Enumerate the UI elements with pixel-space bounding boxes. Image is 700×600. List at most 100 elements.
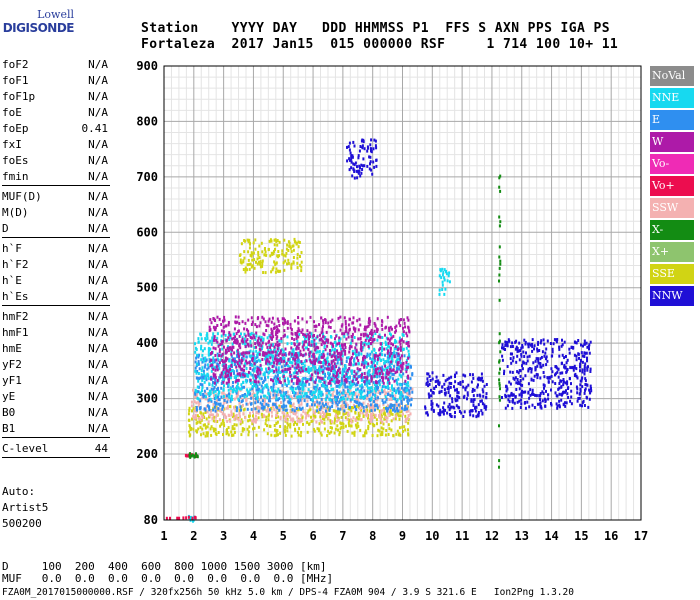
data-point <box>305 369 308 373</box>
param-name: MUF(D) <box>2 190 42 203</box>
data-point <box>244 270 247 274</box>
data-point <box>327 338 330 342</box>
x-tick-label: 6 <box>309 529 316 543</box>
data-point <box>283 416 286 420</box>
data-point <box>281 353 284 357</box>
data-point <box>335 375 337 379</box>
data-point <box>424 406 427 410</box>
data-point <box>277 319 280 323</box>
data-point <box>397 357 400 361</box>
data-point <box>366 377 369 381</box>
data-point <box>503 369 506 373</box>
data-point <box>501 358 504 362</box>
data-point <box>248 241 251 245</box>
data-point <box>243 250 246 254</box>
data-point <box>194 416 197 420</box>
data-point <box>554 391 557 395</box>
data-point <box>314 324 317 328</box>
data-point <box>369 373 372 377</box>
data-point <box>216 413 219 417</box>
data-point <box>559 371 562 375</box>
data-point <box>273 349 276 352</box>
data-point <box>255 380 258 384</box>
data-point <box>297 393 299 397</box>
data-point <box>511 341 514 345</box>
data-point <box>218 354 221 357</box>
data-point <box>298 333 301 337</box>
data-point <box>470 399 473 403</box>
data-point <box>362 405 365 409</box>
data-point <box>306 394 309 398</box>
data-point <box>204 411 207 414</box>
data-point <box>220 395 223 399</box>
data-point <box>265 409 268 413</box>
data-point <box>299 434 302 438</box>
data-point <box>391 372 394 376</box>
data-point <box>382 403 385 407</box>
data-point <box>251 373 254 377</box>
data-point <box>225 381 228 385</box>
data-point <box>234 315 237 319</box>
data-point <box>498 383 501 387</box>
data-point <box>203 347 206 351</box>
data-point <box>531 342 533 346</box>
data-point <box>504 340 507 344</box>
data-point <box>239 415 241 419</box>
data-point <box>204 357 207 361</box>
data-point <box>194 388 197 392</box>
data-point <box>449 414 452 418</box>
data-point <box>247 370 250 374</box>
data-point <box>268 371 271 375</box>
data-point <box>387 423 390 427</box>
data-point <box>256 353 259 357</box>
data-point <box>216 362 219 366</box>
param-name: D <box>2 222 9 235</box>
data-point <box>247 250 250 254</box>
data-point <box>405 383 408 387</box>
data-point <box>262 403 265 407</box>
data-point <box>302 422 304 426</box>
data-point <box>360 363 363 367</box>
data-point <box>368 409 371 413</box>
data-point <box>586 345 589 349</box>
data-point <box>575 341 578 345</box>
data-point <box>252 241 255 245</box>
data-point <box>282 253 285 257</box>
data-point <box>236 372 239 376</box>
data-point <box>197 390 200 394</box>
data-point <box>238 387 241 391</box>
data-point <box>309 360 312 364</box>
footer-muf-row: MUF 0.0 0.0 0.0 0.0 0.0 0.0 0.0 0.0 [MHz… <box>2 572 334 585</box>
data-point <box>443 388 446 392</box>
data-point <box>278 390 281 394</box>
data-point <box>195 406 198 409</box>
data-point <box>233 340 236 344</box>
data-point <box>209 392 212 396</box>
data-point <box>268 362 271 366</box>
data-point <box>294 387 297 391</box>
data-point <box>551 370 554 374</box>
data-point <box>323 346 326 349</box>
data-point <box>542 392 545 395</box>
data-point <box>515 381 518 385</box>
data-point <box>425 411 428 415</box>
data-point <box>238 372 241 376</box>
data-point <box>302 362 305 365</box>
param-row: foE N/A <box>2 106 108 120</box>
data-point <box>311 373 313 377</box>
data-point <box>276 239 279 242</box>
data-point <box>287 395 290 399</box>
data-point <box>378 353 381 357</box>
legend: NoVal NNE E W Vo- Vo+ SSW X- X+ SSE NNW <box>650 66 694 308</box>
data-point <box>472 400 475 404</box>
data-point <box>275 433 278 437</box>
data-point <box>354 329 357 333</box>
data-point <box>385 406 387 410</box>
data-point <box>293 406 296 409</box>
data-point <box>349 341 352 345</box>
data-point <box>498 465 500 469</box>
data-point <box>208 329 211 332</box>
data-point <box>368 421 371 425</box>
data-point <box>295 410 298 414</box>
data-point <box>220 371 223 375</box>
